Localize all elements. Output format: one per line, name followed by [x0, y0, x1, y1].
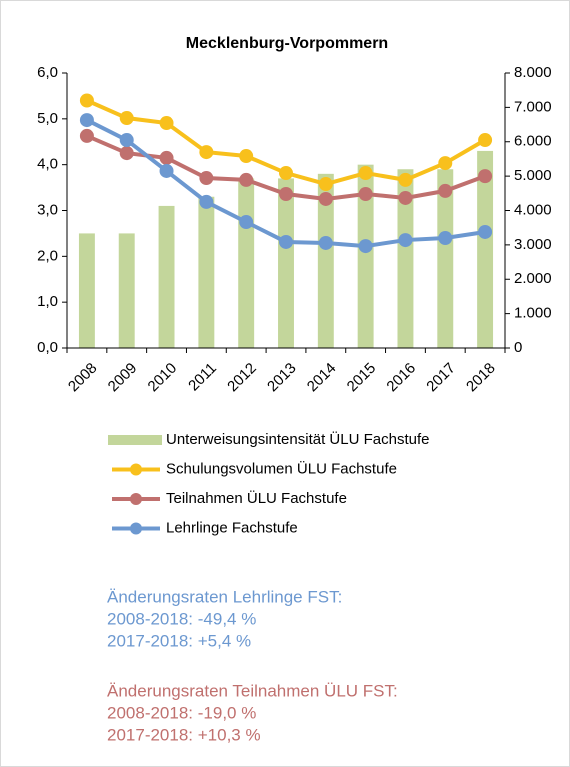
y2-tick-label: 8.000 [514, 64, 552, 81]
marker [239, 172, 254, 187]
y2-tick-label: 1.000 [514, 305, 552, 322]
bar [278, 178, 294, 348]
y2-tick-label: 3.000 [514, 236, 552, 253]
marker [199, 171, 214, 186]
marker [119, 133, 134, 148]
chart-title: Mecklenburg-Vorpommern [186, 35, 388, 52]
marker [438, 231, 453, 245]
y2-tick-label: 4.000 [514, 201, 552, 218]
y-tick-label: 2,0 [37, 247, 58, 264]
marker [279, 187, 293, 201]
y-tick-label: 6,0 [37, 64, 58, 81]
marker [119, 146, 134, 161]
note: 2008-2018: -19,0 % [107, 703, 256, 722]
y-tick-label: 4,0 [37, 156, 58, 173]
marker [239, 149, 254, 164]
marker [318, 177, 333, 192]
marker [318, 235, 333, 250]
bar [477, 150, 494, 348]
marker [478, 224, 493, 239]
marker [358, 187, 373, 201]
bar [357, 164, 374, 348]
y-tick-label: 0,0 [37, 339, 58, 356]
note: 2017-2018: +5,4 % [107, 631, 251, 650]
bar [437, 169, 454, 348]
marker [119, 111, 134, 126]
marker [159, 163, 174, 178]
y2-tick-label: 6.000 [514, 133, 552, 150]
note: Änderungsraten Lehrlinge FST: [107, 587, 342, 606]
marker [279, 234, 293, 249]
marker [79, 113, 94, 128]
legend-label: Unterweisungsintensität ÜLU Fachstufe [166, 430, 429, 448]
marker [159, 150, 174, 165]
bar [198, 196, 215, 348]
note: Änderungsraten Teilnahmen ÜLU FST: [107, 681, 398, 700]
marker [279, 166, 293, 181]
bar [78, 233, 95, 348]
bar [118, 233, 135, 348]
legend-marker [130, 522, 142, 535]
legend-swatch [108, 435, 162, 445]
y-tick-label: 3,0 [37, 201, 58, 218]
marker [318, 191, 333, 206]
marker [199, 194, 214, 209]
y2-tick-label: 7.000 [514, 98, 552, 115]
bar [238, 178, 255, 348]
y-tick-label: 1,0 [37, 293, 58, 310]
y2-tick-label: 2.000 [514, 270, 552, 287]
marker [159, 116, 174, 131]
marker [438, 183, 453, 198]
bar [397, 169, 414, 348]
note: 2008-2018: -49,4 % [107, 609, 256, 628]
marker [358, 239, 373, 254]
marker [398, 190, 413, 205]
bar [158, 205, 175, 348]
y2-tick-label: 5.000 [514, 167, 552, 184]
legend-label: Schulungsvolumen ÜLU Fachstufe [166, 459, 397, 477]
marker [239, 215, 254, 230]
legend-label: Lehrlinge Fachstufe [166, 519, 298, 536]
marker [79, 93, 94, 108]
note: 2017-2018: +10,3 % [107, 725, 261, 744]
marker [438, 156, 453, 171]
marker [478, 133, 493, 148]
y-tick-label: 5,0 [37, 110, 58, 127]
legend-marker [130, 493, 142, 505]
bar [317, 173, 334, 348]
marker [199, 145, 214, 160]
legend-label: Teilnahmen ÜLU Fachstufe [166, 489, 347, 507]
marker [398, 233, 413, 248]
y2-tick-label: 0 [514, 339, 522, 356]
marker [398, 172, 413, 187]
marker [358, 166, 373, 181]
marker [79, 128, 94, 143]
marker [478, 169, 493, 184]
legend-marker [130, 463, 142, 476]
